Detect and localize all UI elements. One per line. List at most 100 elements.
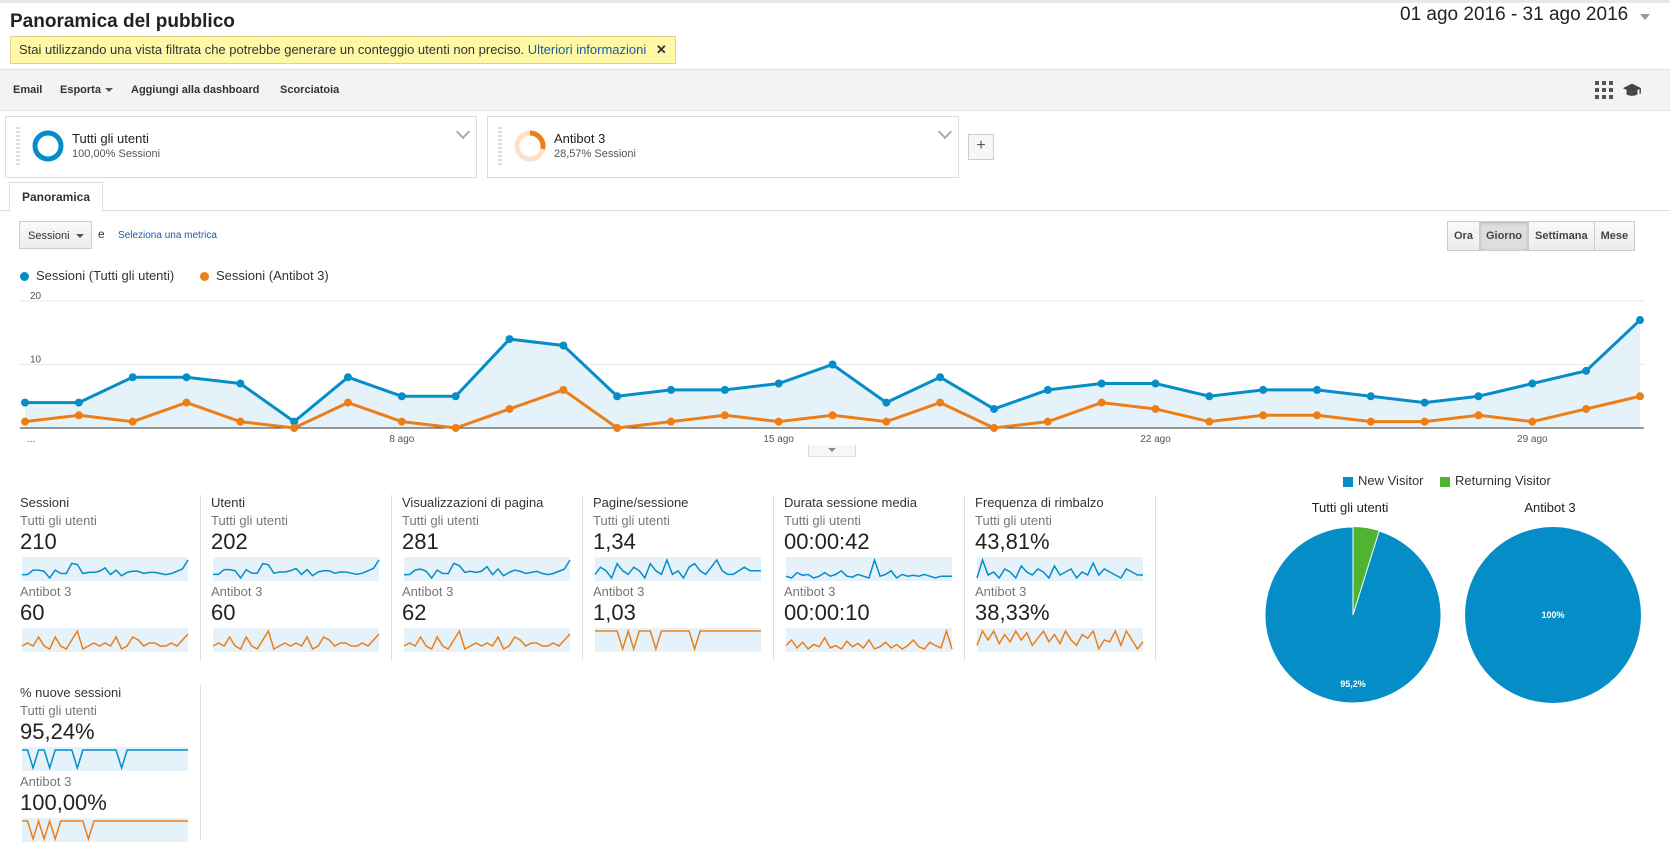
data-point[interactable] xyxy=(74,398,83,407)
metric-tile[interactable]: Sessioni Tutti gli utenti 210 Antibot 3 60 xyxy=(20,495,190,652)
data-point[interactable] xyxy=(451,392,460,401)
sessions-line-chart[interactable]: 10 20... 8 ago 15 ago 22 ago 29 ago xyxy=(0,285,1670,445)
pie-legend-new[interactable]: New Visitor xyxy=(1343,473,1424,488)
period-hour-button[interactable]: Ora xyxy=(1448,222,1480,250)
data-point[interactable] xyxy=(1313,385,1321,394)
data-point[interactable] xyxy=(128,417,137,426)
data-point[interactable] xyxy=(1528,379,1537,388)
data-point[interactable] xyxy=(828,411,837,420)
data-point[interactable] xyxy=(613,424,622,432)
data-point[interactable] xyxy=(128,373,137,382)
data-point[interactable] xyxy=(21,417,29,426)
data-point[interactable] xyxy=(936,373,945,382)
add-segment-button[interactable]: + xyxy=(968,134,994,160)
data-point[interactable] xyxy=(1151,404,1160,413)
metric-select[interactable]: Sessioni xyxy=(19,221,92,249)
data-point[interactable] xyxy=(828,360,837,369)
data-point[interactable] xyxy=(667,417,675,426)
chart-expand-toggle[interactable] xyxy=(808,445,856,457)
data-point[interactable] xyxy=(1097,379,1106,388)
metric-tile[interactable]: Frequenza di rimbalzo Tutti gli utenti 43,… xyxy=(975,495,1145,652)
period-month-button[interactable]: Mese xyxy=(1594,222,1635,250)
data-point[interactable] xyxy=(1528,417,1537,426)
data-point[interactable] xyxy=(236,379,245,388)
data-point[interactable] xyxy=(1636,316,1644,325)
data-point[interactable] xyxy=(74,411,83,420)
data-point[interactable] xyxy=(1259,385,1268,394)
email-button[interactable]: Email xyxy=(13,84,43,96)
data-point[interactable] xyxy=(882,398,891,407)
data-point[interactable] xyxy=(1151,379,1160,388)
data-point[interactable] xyxy=(1366,417,1375,426)
add-to-dashboard-button[interactable]: Aggiungi alla dashboard xyxy=(131,84,260,96)
data-point[interactable] xyxy=(882,417,891,426)
select-metric-link[interactable]: Seleziona una metrica xyxy=(118,230,217,241)
data-point[interactable] xyxy=(1636,392,1644,401)
data-point[interactable] xyxy=(290,417,299,426)
grid-icon[interactable] xyxy=(1594,80,1614,100)
data-point[interactable] xyxy=(1582,404,1591,413)
pie-chart-all-users[interactable]: 95,2% xyxy=(1260,522,1446,708)
pie-slice-new[interactable] xyxy=(1264,526,1442,704)
data-point[interactable] xyxy=(1582,366,1591,375)
pie-chart-antibot[interactable]: 100% xyxy=(1460,522,1646,708)
pie-slice-new[interactable] xyxy=(1465,527,1641,703)
data-point[interactable] xyxy=(451,424,460,432)
date-range-picker[interactable]: 01 ago 2016 - 31 ago 2016 xyxy=(1400,4,1650,30)
metric-tile[interactable]: Durata sessione media Tutti gli utenti 00:… xyxy=(784,495,954,652)
metric-tile[interactable]: Pagine/sessione Tutti gli utenti 1,34 Antib… xyxy=(593,495,763,652)
chevron-down-icon[interactable] xyxy=(455,124,471,140)
pie-legend-returning[interactable]: Returning Visitor xyxy=(1440,473,1551,488)
data-point[interactable] xyxy=(559,385,568,394)
learn-more-link[interactable]: Ulteriori informazioni xyxy=(527,42,647,57)
data-point[interactable] xyxy=(1313,411,1321,420)
data-point[interactable] xyxy=(1259,411,1268,420)
data-point[interactable] xyxy=(290,424,299,432)
data-point[interactable] xyxy=(1474,392,1483,401)
data-point[interactable] xyxy=(21,398,29,407)
data-point[interactable] xyxy=(1205,392,1214,401)
shortcut-button[interactable]: Scorciatoia xyxy=(280,84,340,96)
data-point[interactable] xyxy=(505,404,514,413)
data-point[interactable] xyxy=(397,417,406,426)
data-point[interactable] xyxy=(774,379,783,388)
legend-item-antibot[interactable]: Sessioni (Antibot 3) xyxy=(200,268,329,283)
data-point[interactable] xyxy=(1097,398,1106,407)
data-point[interactable] xyxy=(344,373,352,382)
close-icon[interactable]: ✕ xyxy=(655,42,667,57)
graduation-cap-icon[interactable] xyxy=(1622,80,1642,100)
data-point[interactable] xyxy=(990,404,998,413)
data-point[interactable] xyxy=(774,417,783,426)
data-point[interactable] xyxy=(1043,417,1052,426)
data-point[interactable] xyxy=(720,411,729,420)
period-week-button[interactable]: Settimana xyxy=(1529,222,1595,250)
chevron-down-icon[interactable] xyxy=(937,124,953,140)
data-point[interactable] xyxy=(1420,398,1429,407)
data-point[interactable] xyxy=(613,392,622,401)
data-point[interactable] xyxy=(236,417,245,426)
data-point[interactable] xyxy=(344,398,352,407)
data-point[interactable] xyxy=(1205,417,1214,426)
legend-item-all-users[interactable]: Sessioni (Tutti gli utenti) xyxy=(20,268,174,283)
segment-card-all-users[interactable]: Tutti gli utenti 100,00% Sessioni xyxy=(5,116,477,178)
metric-tile[interactable]: Visualizzazioni di pagina Tutti gli utent… xyxy=(402,495,572,652)
metric-tile[interactable]: Utenti Tutti gli utenti 202 Antibot 3 60 xyxy=(211,495,381,652)
tab-overview[interactable]: Panoramica xyxy=(9,182,103,212)
data-point[interactable] xyxy=(936,398,945,407)
data-point[interactable] xyxy=(667,385,675,394)
data-point[interactable] xyxy=(1043,385,1052,394)
segment-card-antibot[interactable]: Antibot 3 28,57% Sessioni xyxy=(487,116,959,178)
data-point[interactable] xyxy=(397,392,406,401)
export-button[interactable]: Esporta xyxy=(60,84,113,96)
drag-handle[interactable] xyxy=(16,127,20,167)
metric-tile[interactable]: % nuove sessioni Tutti gli utenti 95,24% An… xyxy=(20,685,190,842)
data-point[interactable] xyxy=(720,385,729,394)
data-point[interactable] xyxy=(505,335,514,344)
data-point[interactable] xyxy=(182,398,191,407)
period-day-button[interactable]: Giorno xyxy=(1479,222,1530,250)
data-point[interactable] xyxy=(182,373,191,382)
data-point[interactable] xyxy=(1420,417,1429,426)
drag-handle[interactable] xyxy=(498,127,502,167)
data-point[interactable] xyxy=(1366,392,1375,401)
data-point[interactable] xyxy=(559,341,568,350)
